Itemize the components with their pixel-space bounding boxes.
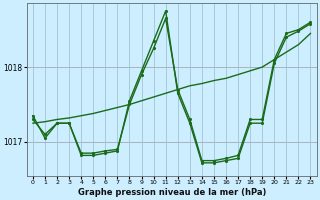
X-axis label: Graphe pression niveau de la mer (hPa): Graphe pression niveau de la mer (hPa) bbox=[77, 188, 266, 197]
